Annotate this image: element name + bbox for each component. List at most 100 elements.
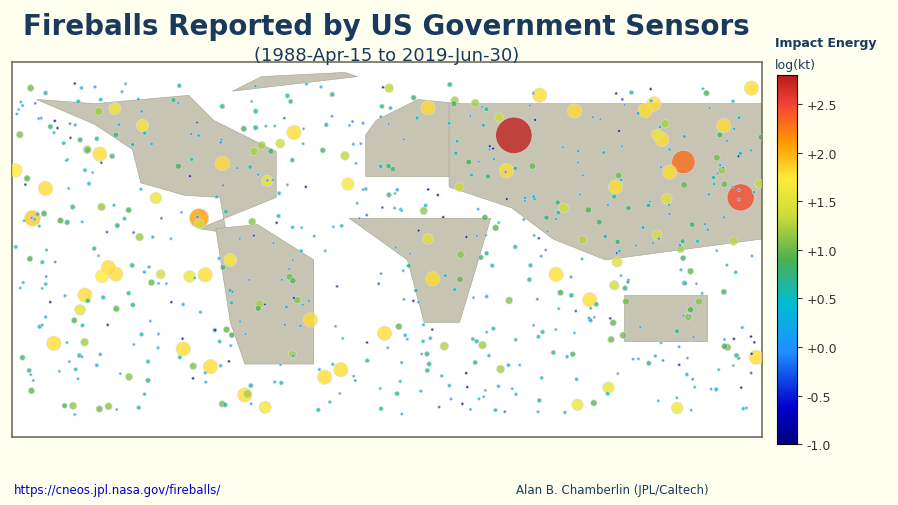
Point: [383, 105, 398, 113]
Point: [525, 163, 540, 171]
Point: [64, 134, 78, 142]
Point: [90, 135, 104, 143]
Point: [238, 330, 252, 338]
Point: [444, 395, 458, 403]
Point: [682, 312, 697, 320]
Point: [271, 213, 286, 221]
Point: [68, 366, 83, 374]
Point: [315, 147, 330, 155]
Point: [720, 137, 735, 145]
Point: [704, 385, 718, 393]
Point: [50, 125, 65, 133]
Point: [247, 232, 261, 240]
Point: [508, 336, 523, 344]
Point: [95, 273, 110, 281]
Point: [267, 240, 281, 248]
Point: [72, 352, 86, 360]
Point: [23, 85, 38, 93]
Point: [233, 318, 247, 326]
Point: [134, 186, 148, 194]
Point: [334, 366, 348, 374]
Point: [477, 393, 491, 401]
Point: [251, 305, 266, 313]
Point: [175, 335, 189, 343]
Point: [75, 353, 89, 361]
Point: [643, 198, 657, 206]
Point: [417, 321, 431, 329]
Point: [325, 113, 339, 121]
Point: [73, 136, 87, 144]
Point: [8, 167, 22, 175]
Point: [145, 140, 159, 148]
Point: [449, 150, 463, 158]
Point: [431, 191, 445, 199]
Point: [466, 294, 480, 302]
Point: [678, 280, 692, 288]
Point: [604, 336, 619, 344]
Point: [470, 232, 484, 240]
Point: [382, 85, 396, 93]
Point: [94, 204, 109, 212]
Point: [374, 103, 389, 111]
Point: [480, 173, 495, 181]
Point: [734, 194, 748, 202]
Point: [557, 205, 571, 213]
Point: [638, 107, 652, 115]
Point: [329, 323, 343, 331]
Point: [633, 323, 647, 331]
Text: Fireballs Reported by US Government Sensors: Fireballs Reported by US Government Sens…: [22, 13, 750, 40]
Point: [695, 290, 709, 298]
Point: [151, 344, 165, 352]
Point: [43, 123, 57, 131]
Point: [624, 89, 638, 97]
Point: [142, 264, 156, 272]
Point: [409, 287, 423, 295]
Point: [576, 172, 590, 180]
Point: [530, 295, 544, 304]
Point: [711, 366, 726, 374]
Point: [101, 264, 116, 272]
Point: [166, 97, 180, 105]
Point: [654, 339, 668, 347]
Point: [752, 180, 766, 188]
Point: [685, 221, 700, 229]
Point: [80, 146, 94, 155]
Point: [524, 262, 538, 270]
Point: [318, 373, 332, 381]
Point: [505, 385, 519, 393]
Point: [532, 235, 546, 243]
Point: [260, 177, 275, 185]
Point: [92, 405, 107, 413]
Point: [171, 99, 185, 108]
Point: [710, 170, 725, 178]
Point: [658, 121, 673, 129]
Point: [455, 400, 470, 408]
Point: [13, 284, 27, 292]
Point: [247, 148, 261, 156]
Point: [606, 319, 621, 327]
Text: https://cneos.jpl.nasa.gov/fireballs/: https://cneos.jpl.nasa.gov/fireballs/: [13, 483, 221, 496]
Point: [101, 321, 115, 329]
Point: [598, 233, 612, 241]
Point: [350, 200, 365, 208]
Point: [707, 180, 721, 188]
Point: [403, 250, 418, 258]
Point: [734, 384, 748, 392]
Point: [81, 297, 95, 305]
Point: [307, 233, 321, 241]
Point: [499, 167, 514, 175]
Point: [172, 163, 186, 171]
Point: [422, 360, 436, 368]
Text: Impact Energy: Impact Energy: [775, 37, 876, 50]
Point: [617, 102, 631, 110]
Point: [390, 390, 404, 398]
Point: [389, 244, 403, 252]
Point: [43, 298, 57, 307]
Point: [589, 301, 603, 309]
Point: [586, 399, 601, 407]
Point: [121, 207, 136, 215]
Point: [77, 338, 92, 346]
Point: [186, 375, 200, 383]
Point: [670, 404, 684, 412]
Point: [609, 90, 623, 98]
